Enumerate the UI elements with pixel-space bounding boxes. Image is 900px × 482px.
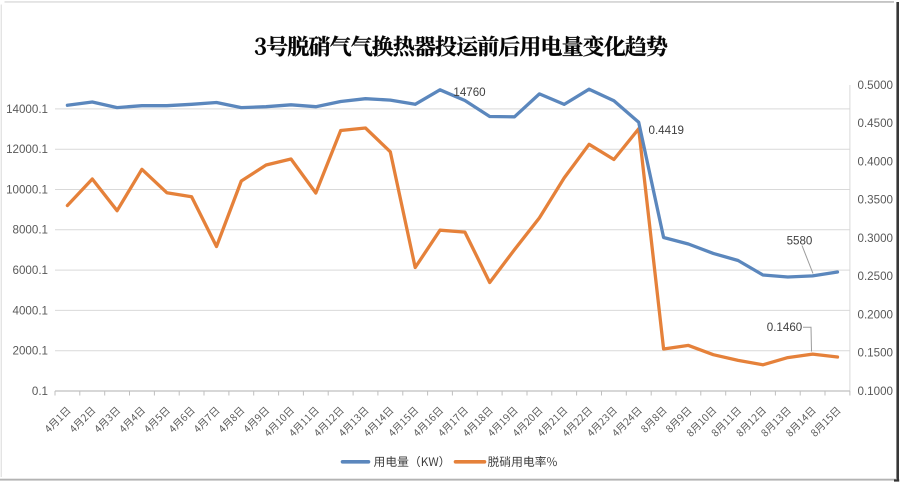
svg-text:0.3500: 0.3500: [858, 194, 893, 207]
svg-text:0.4000: 0.4000: [858, 155, 893, 168]
svg-text:0.4419: 0.4419: [649, 124, 684, 137]
svg-text:0.1000: 0.1000: [858, 385, 893, 398]
svg-text:0.3000: 0.3000: [858, 232, 893, 245]
svg-text:4000.1: 4000.1: [13, 304, 48, 317]
svg-text:0.2000: 0.2000: [858, 308, 893, 321]
svg-text:14760: 14760: [453, 86, 485, 99]
svg-text:0.2500: 0.2500: [858, 270, 893, 283]
svg-text:8000.1: 8000.1: [13, 224, 48, 237]
svg-text:2000.1: 2000.1: [13, 345, 48, 358]
svg-text:0.4500: 0.4500: [858, 117, 893, 130]
svg-text:6000.1: 6000.1: [13, 264, 48, 277]
svg-text:12000.1: 12000.1: [6, 143, 48, 156]
svg-text:0.1500: 0.1500: [858, 347, 893, 360]
svg-text:0.5000: 0.5000: [858, 79, 893, 92]
svg-text:14000.1: 14000.1: [6, 103, 48, 116]
svg-text:0.1460: 0.1460: [767, 321, 802, 334]
svg-text:5580: 5580: [787, 235, 813, 248]
svg-text:10000.1: 10000.1: [6, 183, 48, 196]
svg-text:0.1: 0.1: [32, 385, 48, 398]
